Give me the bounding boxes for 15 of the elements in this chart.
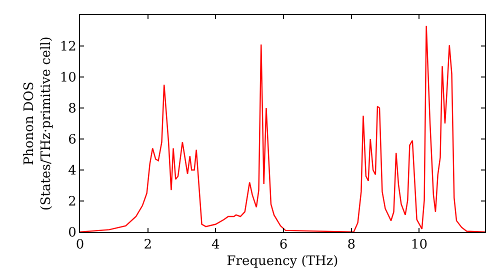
x-tick-label: 6: [279, 238, 288, 253]
x-axis-title: Frequency (THz): [226, 254, 338, 270]
x-tick-label: 2: [144, 238, 152, 253]
y-tick-label: 10: [60, 70, 76, 86]
x-tick-label: 8: [347, 238, 356, 253]
x-tick-label: 4: [212, 238, 220, 253]
y-tick-label: 12: [60, 40, 76, 55]
y-axis-title: Phonon DOS (States/THz·primitive cell): [22, 36, 54, 211]
y-tick-label: 0: [68, 226, 76, 241]
y-tick-label: 2: [68, 194, 76, 210]
y-tick-label: 6: [68, 132, 76, 148]
x-tick-label: 10: [410, 238, 428, 253]
y-tick-label: 4: [68, 164, 76, 179]
line-series: [80, 25, 485, 232]
y-tick-label: 8: [68, 102, 76, 117]
